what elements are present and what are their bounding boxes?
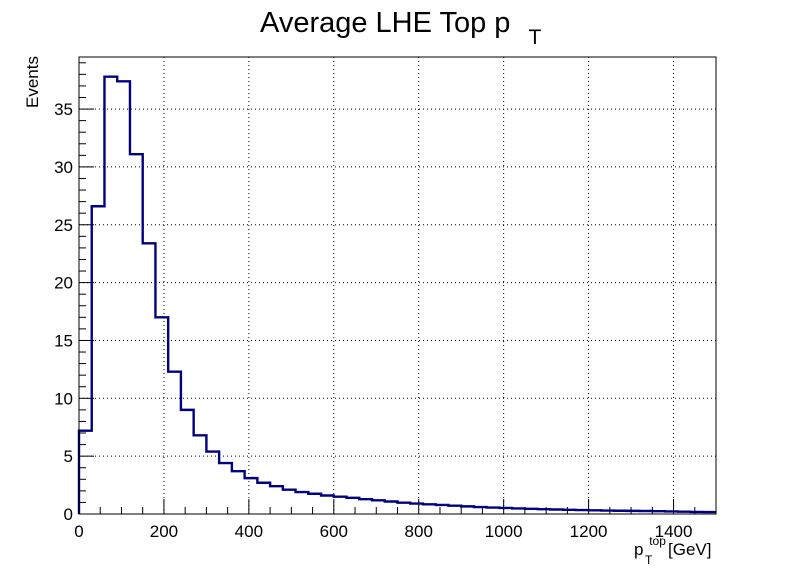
x-tick-label: 800 xyxy=(405,522,433,541)
x-axis-title-unit: [GeV] xyxy=(668,540,711,559)
x-tick-label: 600 xyxy=(320,522,348,541)
x-axis-title-superscript: top xyxy=(649,534,666,548)
x-axis-title-p: p xyxy=(634,540,643,559)
y-tick-label: 15 xyxy=(54,331,73,350)
y-tick-label: 25 xyxy=(54,216,73,235)
x-tick-label: 400 xyxy=(235,522,263,541)
y-tick-label: 35 xyxy=(54,100,73,119)
plot-frame xyxy=(78,56,717,515)
chart-title-main: Average LHE Top p xyxy=(260,7,510,39)
chart-title: Average LHE Top p T xyxy=(260,7,542,49)
x-tick-label: 1200 xyxy=(570,522,608,541)
y-tick-label: 30 xyxy=(54,158,73,177)
y-tick-label: 5 xyxy=(64,447,73,466)
y-axis-title: Events xyxy=(23,56,42,108)
x-axis-title-subscript: T xyxy=(645,553,653,567)
tick-labels: 0 200 400 600 800 1000 1200 1400 0 5 10 15 20 25 30 35 xyxy=(54,100,692,541)
x-axis-title: p top T [GeV] xyxy=(634,530,711,568)
x-tick-label: 200 xyxy=(150,522,178,541)
x-tick-label: 1400 xyxy=(655,522,693,541)
y-tick-label: 20 xyxy=(54,274,73,293)
y-tick-label: 0 xyxy=(64,505,73,524)
x-tick-label: 0 xyxy=(74,522,83,541)
y-tick-label: 10 xyxy=(54,389,73,408)
chart-title-subscript: T xyxy=(529,26,542,49)
histogram-series-line xyxy=(77,75,716,514)
x-tick-label: 1000 xyxy=(485,522,523,541)
grid-lines xyxy=(79,57,716,514)
